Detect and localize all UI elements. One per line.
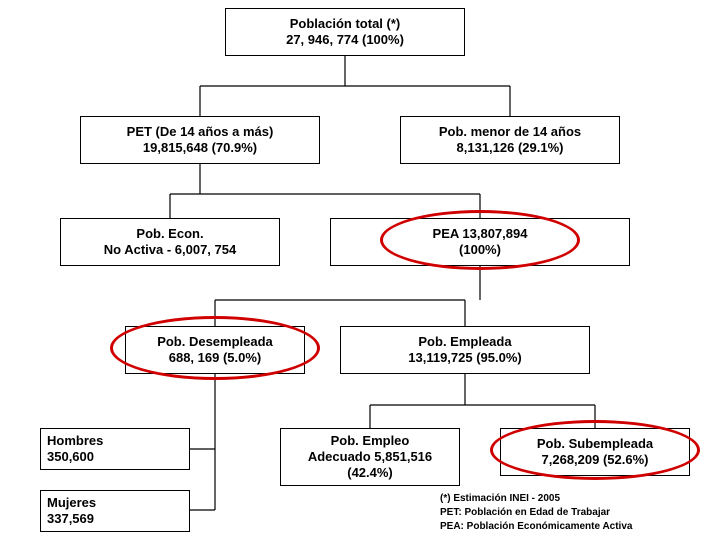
node-menor14-line1: Pob. menor de 14 años <box>439 124 581 140</box>
node-mujeres-line1: Mujeres <box>47 495 96 511</box>
node-pea-line2: (100%) <box>459 242 501 258</box>
node-desempleada: Pob. Desempleada 688, 169 (5.0%) <box>125 326 305 374</box>
legend-line-3: PEA: Población Económicamente Activa <box>440 520 632 534</box>
node-noactiva-line2: No Activa - 6,007, 754 <box>104 242 236 258</box>
node-subempleada-line2: 7,268,209 (52.6%) <box>542 452 649 468</box>
node-adecuado: Pob. Empleo Adecuado 5,851,516 (42.4%) <box>280 428 460 486</box>
node-pea: PEA 13,807,894 (100%) <box>330 218 630 266</box>
diagram-canvas: Población total (*) 27, 946, 774 (100%) … <box>0 0 720 540</box>
legend-line-1: (*) Estimación INEI - 2005 <box>440 492 632 506</box>
node-pet-line1: PET (De 14 años a más) <box>127 124 274 140</box>
node-pea-line1: PEA 13,807,894 <box>433 226 528 242</box>
legend-line-2: PET: Población en Edad de Trabajar <box>440 506 632 520</box>
node-menor14: Pob. menor de 14 años 8,131,126 (29.1%) <box>400 116 620 164</box>
node-adecuado-line3: (42.4%) <box>347 465 393 481</box>
node-desempleada-line2: 688, 169 (5.0%) <box>169 350 262 366</box>
node-desempleada-line1: Pob. Desempleada <box>157 334 273 350</box>
node-subempleada-line1: Pob. Subempleada <box>537 436 653 452</box>
node-menor14-line2: 8,131,126 (29.1%) <box>457 140 564 156</box>
node-hombres-line2: 350,600 <box>47 449 94 465</box>
node-empleada: Pob. Empleada 13,119,725 (95.0%) <box>340 326 590 374</box>
node-mujeres: Mujeres 337,569 <box>40 490 190 532</box>
node-root: Población total (*) 27, 946, 774 (100%) <box>225 8 465 56</box>
node-empleada-line1: Pob. Empleada <box>418 334 511 350</box>
node-root-line2: 27, 946, 774 (100%) <box>286 32 404 48</box>
node-pet-line2: 19,815,648 (70.9%) <box>143 140 257 156</box>
node-adecuado-line1: Pob. Empleo <box>331 433 410 449</box>
node-pet: PET (De 14 años a más) 19,815,648 (70.9%… <box>80 116 320 164</box>
node-adecuado-line2: Adecuado 5,851,516 <box>308 449 432 465</box>
node-empleada-line2: 13,119,725 (95.0%) <box>408 350 521 366</box>
node-root-line1: Población total (*) <box>290 16 401 32</box>
legend: (*) Estimación INEI - 2005 PET: Població… <box>440 492 632 534</box>
node-hombres: Hombres 350,600 <box>40 428 190 470</box>
node-noactiva-line1: Pob. Econ. <box>136 226 203 242</box>
node-mujeres-line2: 337,569 <box>47 511 94 527</box>
node-hombres-line1: Hombres <box>47 433 103 449</box>
node-subempleada: Pob. Subempleada 7,268,209 (52.6%) <box>500 428 690 476</box>
node-noactiva: Pob. Econ. No Activa - 6,007, 754 <box>60 218 280 266</box>
